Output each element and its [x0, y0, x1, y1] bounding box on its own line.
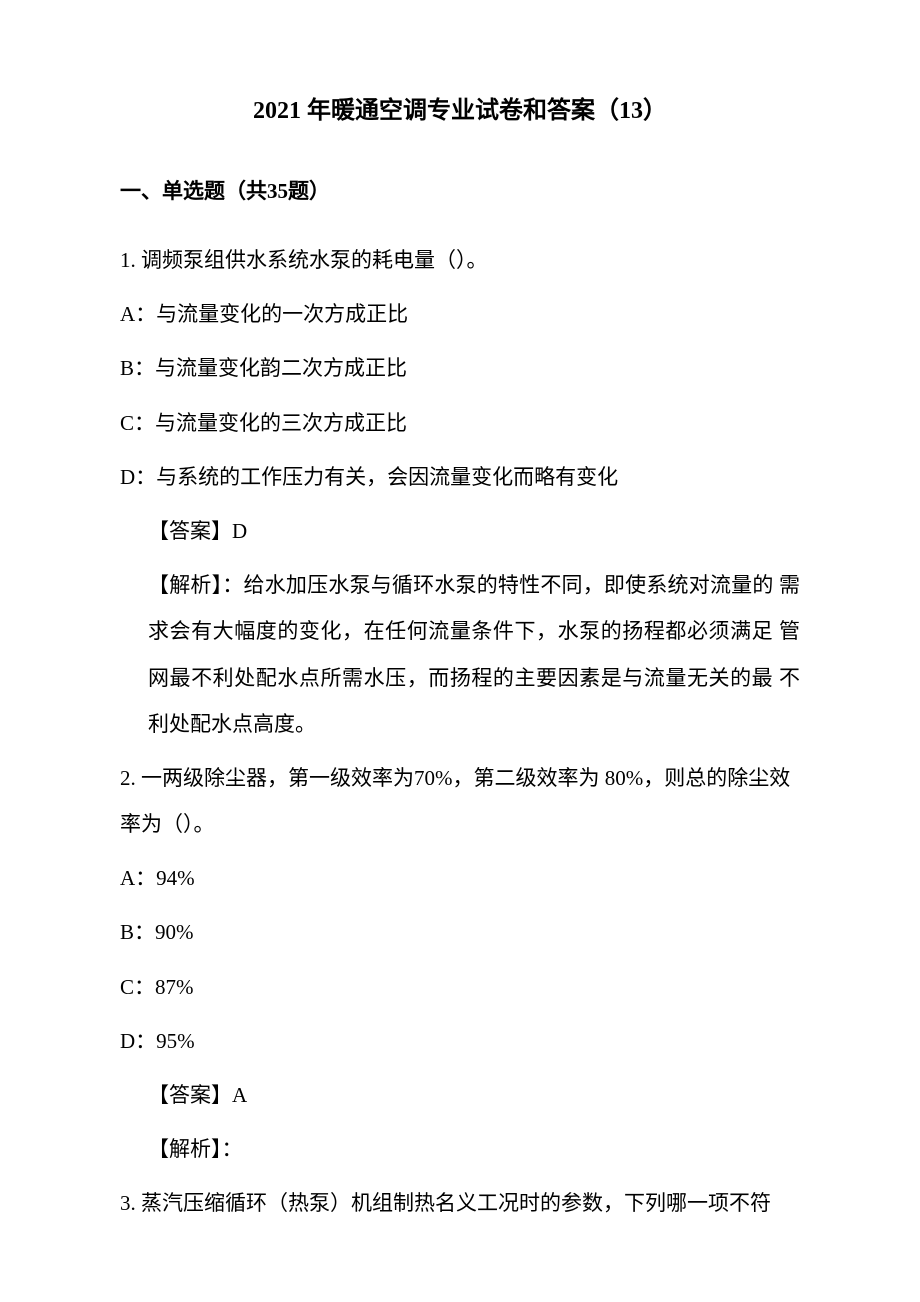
question-1-answer: 【答案】D: [120, 508, 800, 554]
question-2-option-c: C：87%: [120, 964, 800, 1010]
question-1: 1. 调频泵组供水系统水泵的耗电量（）。: [120, 237, 800, 283]
question-1-option-b: B：与流量变化韵二次方成正比: [120, 345, 800, 391]
question-3-text: 蒸汽压缩循环（热泵）机组制热名义工况时的参数，下列哪一项不符: [141, 1191, 771, 1215]
question-1-option-a: A：与流量变化的一次方成正比: [120, 291, 800, 337]
question-1-text: 调频泵组供水系统水泵的耗电量（）。: [141, 248, 488, 272]
question-1-option-d: D：与系统的工作压力有关，会因流量变化而略有变化: [120, 454, 800, 500]
question-3: 3. 蒸汽压缩循环（热泵）机组制热名义工况时的参数，下列哪一项不符: [120, 1180, 800, 1226]
question-2-option-d: D：95%: [120, 1018, 800, 1064]
question-1-number: 1.: [120, 248, 136, 272]
section-header: 一、单选题（共35题）: [120, 175, 800, 205]
question-2-number: 2.: [120, 766, 136, 790]
question-2-text: 一两级除尘器，第一级效率为70%，第二级效率为 80%，则总的除尘效率为（）。: [120, 766, 790, 836]
question-1-explanation: 【解析】：给水加压水泵与循环水泵的特性不同，即使系统对流量的 需求会有大幅度的变…: [120, 562, 800, 747]
question-1-option-c: C：与流量变化的三次方成正比: [120, 400, 800, 446]
question-2-option-a: A：94%: [120, 855, 800, 901]
question-2: 2. 一两级除尘器，第一级效率为70%，第二级效率为 80%，则总的除尘效率为（…: [120, 755, 800, 847]
question-3-number: 3.: [120, 1191, 136, 1215]
question-2-answer: 【答案】A: [120, 1072, 800, 1118]
document-title: 2021 年暖通空调专业试卷和答案（13）: [120, 90, 800, 125]
question-2-explanation: 【解析】：: [120, 1126, 800, 1172]
question-2-option-b: B：90%: [120, 909, 800, 955]
